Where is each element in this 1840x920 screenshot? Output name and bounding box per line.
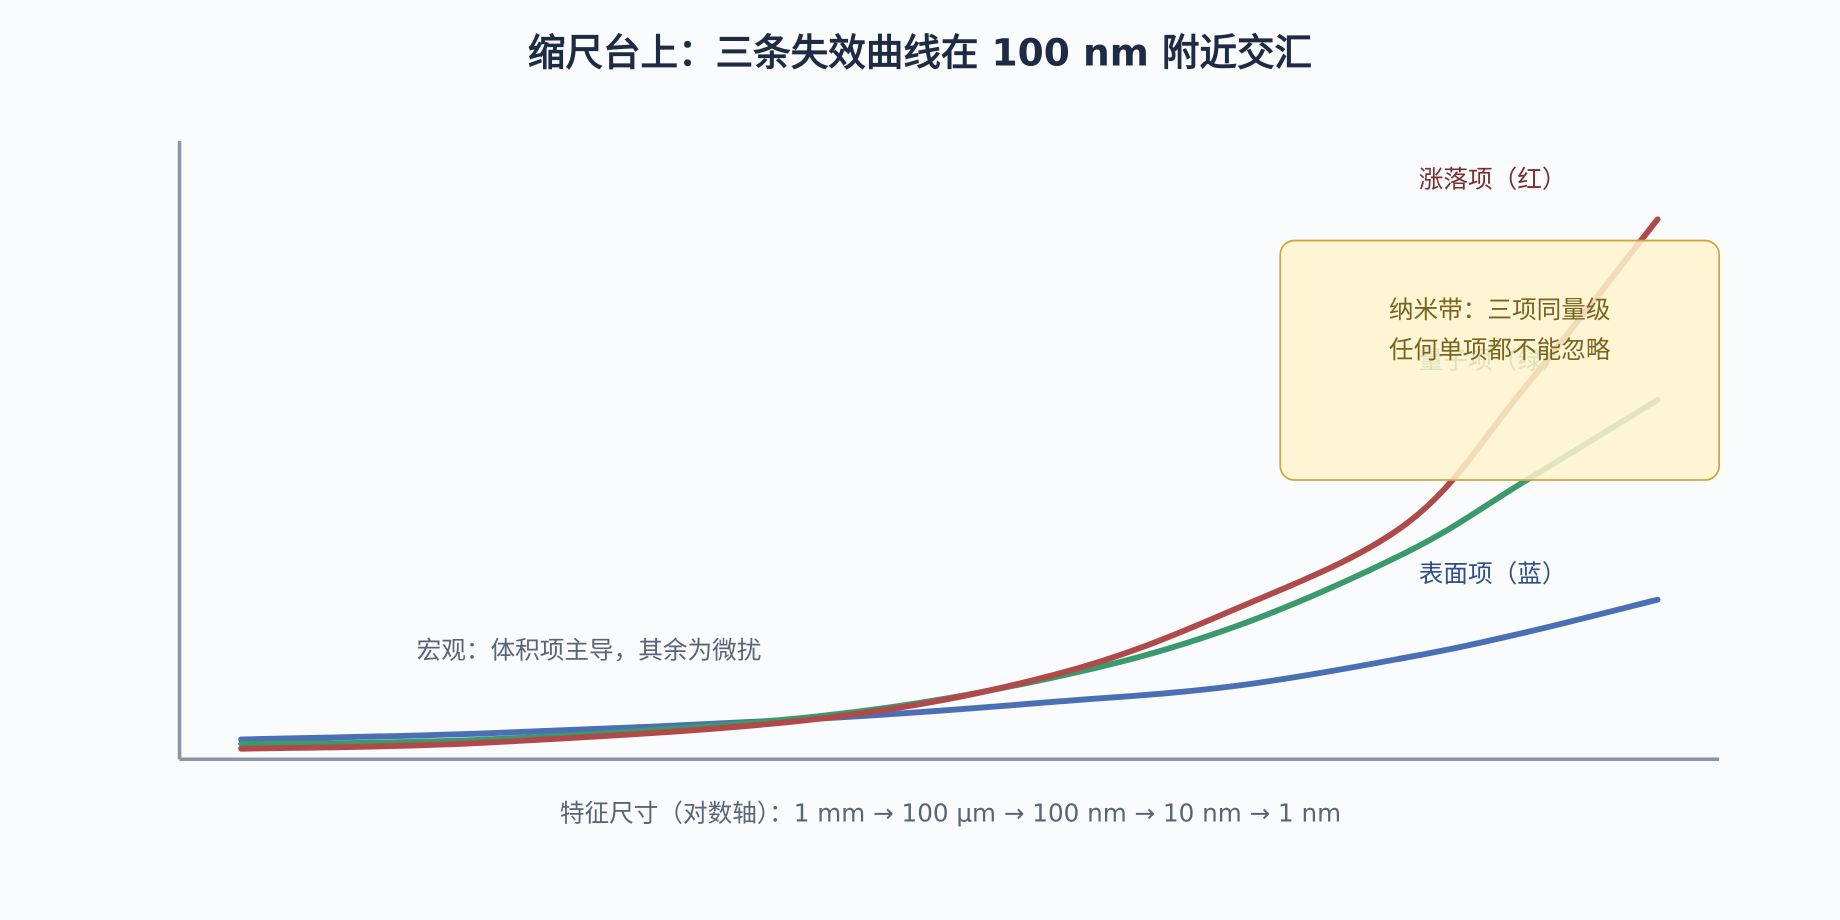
line-series [238,596,1661,743]
line-series [238,396,1661,747]
x-axis-label: 特征尺寸（对数轴）：1 mm → 100 μm → 100 nm → 10 nm… [560,798,1341,827]
note-text: 任何单项都不能忽略 [1389,335,1611,364]
chart-title: 缩尺台上：三条失效曲线在 100 nm 附近交汇 [528,31,1312,75]
series-label: 表面项（蓝） [1419,559,1567,588]
annotation: 宏观：体积项主导，其余为微扰 [417,635,762,664]
note-box [1279,239,1721,481]
series-label: 涨落项（红） [1419,165,1567,194]
note-text: 纳米带：三项同量级 [1389,295,1611,324]
